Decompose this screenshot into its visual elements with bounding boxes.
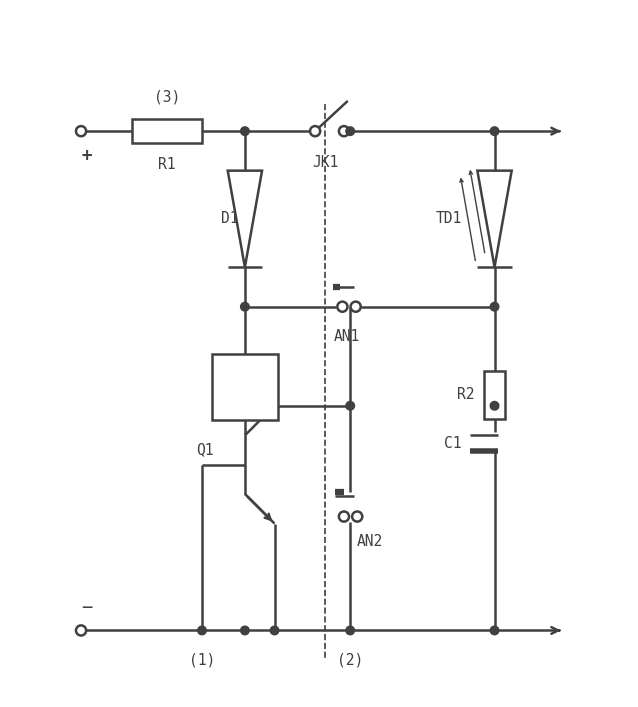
Text: −: −	[81, 597, 92, 617]
Text: AN1: AN1	[334, 329, 360, 344]
Text: JK1: JK1	[313, 155, 339, 170]
FancyBboxPatch shape	[484, 370, 505, 419]
Text: R1: R1	[158, 157, 175, 172]
Circle shape	[346, 127, 355, 136]
Circle shape	[490, 402, 499, 410]
Circle shape	[241, 127, 249, 136]
Text: J1: J1	[236, 380, 254, 395]
Text: AN2: AN2	[357, 534, 383, 549]
Circle shape	[490, 127, 499, 136]
Text: R2: R2	[457, 387, 474, 402]
Circle shape	[76, 626, 86, 636]
Circle shape	[346, 402, 355, 410]
Circle shape	[241, 303, 249, 311]
Circle shape	[198, 626, 206, 635]
Text: (3): (3)	[154, 90, 180, 105]
Circle shape	[490, 303, 499, 311]
Circle shape	[76, 126, 86, 136]
Text: TD1: TD1	[436, 211, 462, 226]
Text: C1: C1	[444, 436, 462, 451]
Circle shape	[351, 302, 360, 312]
Circle shape	[310, 126, 320, 136]
Circle shape	[346, 626, 355, 635]
Circle shape	[241, 626, 249, 635]
Circle shape	[490, 626, 499, 635]
Circle shape	[352, 511, 362, 522]
Text: (2): (2)	[337, 653, 363, 667]
FancyBboxPatch shape	[132, 119, 202, 143]
FancyBboxPatch shape	[212, 354, 278, 420]
Circle shape	[339, 126, 349, 136]
Text: +: +	[81, 147, 92, 165]
Text: (1): (1)	[189, 653, 215, 667]
Text: D1: D1	[221, 211, 239, 226]
Text: Q1: Q1	[197, 443, 214, 457]
Circle shape	[339, 511, 349, 522]
Circle shape	[271, 626, 279, 635]
Circle shape	[338, 302, 348, 312]
